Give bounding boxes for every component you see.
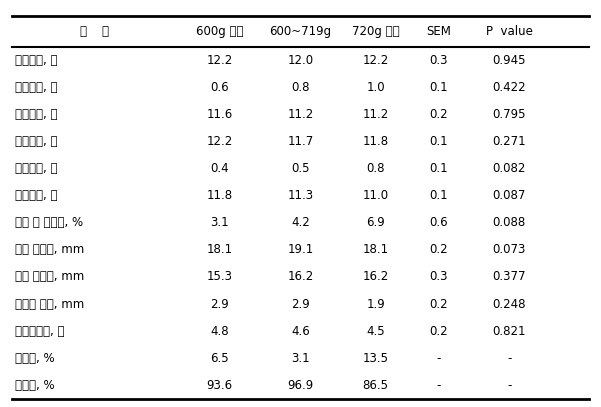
Text: 0.8: 0.8 [291,81,310,94]
Text: 0.082: 0.082 [493,162,526,175]
Text: 0.2: 0.2 [430,243,448,256]
Text: 4.8: 4.8 [210,325,228,338]
Text: 12.2: 12.2 [206,135,233,148]
Text: 0.8: 0.8 [367,162,385,175]
Text: 0.1: 0.1 [430,189,448,202]
Text: 11.2: 11.2 [362,108,389,121]
Text: 이유 전 폐사율, %: 이유 전 폐사율, % [15,217,83,229]
Text: 11.8: 11.8 [362,135,389,148]
Text: 0.3: 0.3 [430,54,448,67]
Text: 0.1: 0.1 [430,162,448,175]
Text: 11.8: 11.8 [206,189,233,202]
Text: 18.1: 18.1 [206,243,233,256]
Text: -: - [507,379,511,392]
Text: 0.271: 0.271 [493,135,526,148]
Text: 16.2: 16.2 [287,271,314,284]
Text: 0.6: 0.6 [210,81,228,94]
Text: 12.2: 12.2 [362,54,389,67]
Text: -: - [436,379,441,392]
Text: 0.087: 0.087 [493,189,526,202]
Text: 0.795: 0.795 [493,108,526,121]
Text: 분만율, %: 분만율, % [15,379,55,392]
Text: 11.7: 11.7 [287,135,314,148]
Text: 이유두수, 두: 이유두수, 두 [15,189,58,202]
Text: 발정재귀일, 일: 발정재귀일, 일 [15,325,64,338]
Text: 16.2: 16.2 [362,271,389,284]
Text: 0.422: 0.422 [493,81,526,94]
Text: 19.1: 19.1 [287,243,314,256]
Text: 이유 등지방, mm: 이유 등지방, mm [15,271,84,284]
Text: 18.1: 18.1 [362,243,389,256]
Text: 0.821: 0.821 [493,325,526,338]
Text: P  value: P value [486,25,532,38]
Text: 구    분: 구 분 [80,25,109,38]
Text: 12.0: 12.0 [287,54,314,67]
Text: 0.2: 0.2 [430,298,448,311]
Text: 실산자수, 두: 실산자수, 두 [15,108,58,121]
Text: 4.2: 4.2 [291,217,310,229]
Text: 분만폐사, 두: 분만폐사, 두 [15,81,58,94]
Text: SEM: SEM [426,25,451,38]
Text: 12.2: 12.2 [206,54,233,67]
Text: 0.248: 0.248 [493,298,526,311]
Text: 3.1: 3.1 [210,217,228,229]
Text: -: - [436,352,441,365]
Text: 실포유수, 두: 실포유수, 두 [15,135,58,148]
Text: 600~719g: 600~719g [269,25,332,38]
Text: 6.9: 6.9 [366,217,385,229]
Text: 13.5: 13.5 [362,352,389,365]
Text: 4.6: 4.6 [291,325,310,338]
Text: 11.2: 11.2 [287,108,314,121]
Text: 0.088: 0.088 [493,217,526,229]
Text: 720g 이상: 720g 이상 [352,25,400,38]
Text: 0.2: 0.2 [430,325,448,338]
Text: 600g 미만: 600g 미만 [195,25,243,38]
Text: 0.1: 0.1 [430,81,448,94]
Text: 4.5: 4.5 [367,325,385,338]
Text: 2.9: 2.9 [291,298,310,311]
Text: 11.3: 11.3 [287,189,314,202]
Text: -: - [507,352,511,365]
Text: 0.4: 0.4 [210,162,228,175]
Text: 분만 등지방, mm: 분만 등지방, mm [15,243,84,256]
Text: 1.0: 1.0 [367,81,385,94]
Text: 15.3: 15.3 [206,271,233,284]
Text: 0.1: 0.1 [430,135,448,148]
Text: 1.9: 1.9 [366,298,385,311]
Text: 0.6: 0.6 [430,217,448,229]
Text: 6.5: 6.5 [210,352,228,365]
Text: 93.6: 93.6 [206,379,233,392]
Text: 11.6: 11.6 [206,108,233,121]
Text: 총산자수, 두: 총산자수, 두 [15,54,58,67]
Text: 11.0: 11.0 [362,189,389,202]
Text: 0.2: 0.2 [430,108,448,121]
Text: 0.945: 0.945 [493,54,526,67]
Text: 등지방 변화, mm: 등지방 변화, mm [15,298,84,311]
Text: 0.073: 0.073 [493,243,526,256]
Text: 도태율, %: 도태율, % [15,352,55,365]
Text: 0.377: 0.377 [493,271,526,284]
Text: 포유폐사, 두: 포유폐사, 두 [15,162,58,175]
Text: 2.9: 2.9 [210,298,229,311]
Text: 0.3: 0.3 [430,271,448,284]
Text: 86.5: 86.5 [362,379,389,392]
Text: 3.1: 3.1 [291,352,310,365]
Text: 0.5: 0.5 [291,162,310,175]
Text: 96.9: 96.9 [287,379,314,392]
